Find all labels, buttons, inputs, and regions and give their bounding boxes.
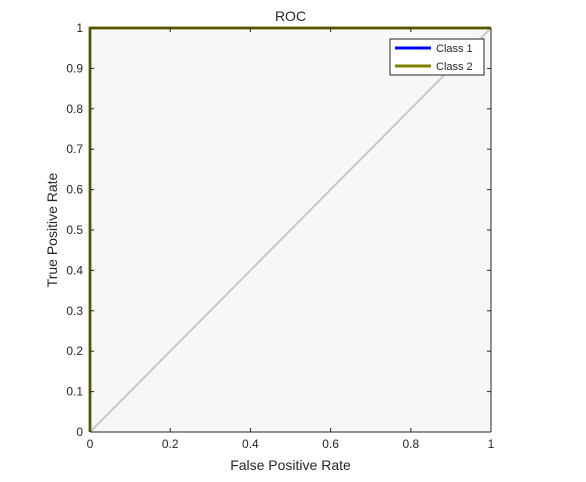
- legend-label: Class 2: [436, 61, 473, 73]
- x-tick-label: 1: [488, 437, 495, 451]
- legend: Class 1 Class 2: [389, 38, 485, 76]
- reference-diagonal: [89, 27, 492, 433]
- y-tick-label: 0.8: [66, 102, 83, 116]
- y-tick-label: 0.6: [66, 183, 83, 197]
- y-axis-ticks: 0 0.1 0.2 0.3 0.4 0.5 0.6 0.7 0.8 0.9 1: [66, 21, 491, 439]
- reference-line: [89, 27, 492, 433]
- y-tick-label: 1: [76, 21, 83, 35]
- y-tick-label: 0.3: [66, 304, 83, 318]
- y-axis-label: True Positive Rate: [44, 172, 60, 287]
- y-tick-label: 0: [76, 425, 83, 439]
- y-tick-label: 0.7: [66, 142, 83, 156]
- y-tick-label: 0.9: [66, 61, 83, 75]
- y-tick-label: 0.5: [66, 223, 83, 237]
- chart-title: ROC: [275, 8, 306, 24]
- x-tick-label: 0: [87, 437, 94, 451]
- x-tick-label: 0.6: [322, 437, 339, 451]
- x-axis-label: False Positive Rate: [230, 457, 351, 473]
- legend-label: Class 1: [436, 43, 473, 55]
- x-tick-label: 0.4: [242, 437, 259, 451]
- x-tick-label: 0.2: [162, 437, 179, 451]
- y-tick-label: 0.2: [66, 344, 83, 358]
- y-tick-label: 0.1: [66, 385, 83, 399]
- y-tick-label: 0.4: [66, 263, 83, 277]
- x-tick-label: 0.8: [402, 437, 419, 451]
- x-axis-ticks: 0 0.2 0.4 0.6 0.8 1: [87, 28, 495, 451]
- legend-box: [389, 38, 485, 76]
